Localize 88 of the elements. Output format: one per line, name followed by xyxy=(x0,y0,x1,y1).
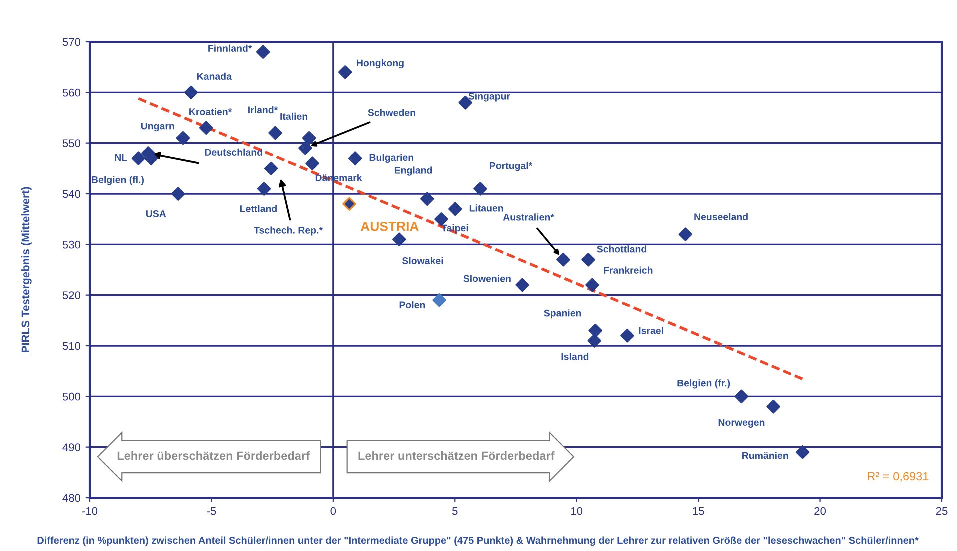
annotation: Schottland xyxy=(597,246,646,253)
annotation: Polen xyxy=(400,301,426,309)
annotation: Slowakei xyxy=(402,257,444,264)
annotation: Portugal* xyxy=(490,162,533,172)
point xyxy=(264,162,278,176)
y-tick-label: 500 xyxy=(62,392,81,401)
x-tick-label: -5 xyxy=(207,507,216,516)
y-tick-label: 550 xyxy=(62,140,81,148)
y-tick-label: 480 xyxy=(62,494,81,502)
point xyxy=(474,182,488,196)
x-tick-label: 5 xyxy=(452,507,458,516)
x-tick-label: 10 xyxy=(572,507,583,516)
point xyxy=(176,131,190,146)
annotation: Tschech. Rep.* xyxy=(254,226,323,236)
x-tick-label: 20 xyxy=(814,507,826,516)
point xyxy=(586,278,600,292)
point xyxy=(678,228,693,242)
annotation: Slowenien xyxy=(464,275,511,282)
y-axis-title: PIRLS Testergebnis (Mittelwert) xyxy=(21,187,32,352)
point xyxy=(432,294,446,308)
annotation: Kanada xyxy=(197,72,232,80)
annotation: Deutschland xyxy=(205,148,262,156)
annotation: AUSTRIA xyxy=(360,222,419,232)
x-tick-label: 15 xyxy=(693,507,704,516)
annotation: Finnland* xyxy=(208,44,252,52)
point xyxy=(434,212,448,226)
point xyxy=(298,142,312,156)
annotation: Island xyxy=(562,353,589,360)
point xyxy=(132,152,146,166)
point xyxy=(620,328,634,343)
annotation: Schweden xyxy=(368,109,416,116)
point xyxy=(338,66,352,80)
point xyxy=(342,197,356,212)
y-tick-label: 570 xyxy=(62,38,81,46)
x-tick-label: 0 xyxy=(330,507,336,516)
annotation: Hongkong xyxy=(357,60,404,69)
annotation: Neuseeland xyxy=(694,213,748,220)
point xyxy=(256,45,270,60)
annotation: Bulgarien xyxy=(370,154,414,164)
annotation: Norwegen xyxy=(718,419,765,428)
x-tick-label: 25 xyxy=(936,507,948,516)
point xyxy=(734,390,749,404)
x-tick-label: -10 xyxy=(82,507,98,516)
point xyxy=(348,152,362,166)
y-tick-label: 540 xyxy=(62,190,81,198)
annotation: USA xyxy=(146,210,166,218)
annotation: England xyxy=(394,166,432,176)
point xyxy=(796,446,810,460)
y-tick-label: 520 xyxy=(62,292,81,300)
point xyxy=(257,182,272,196)
annotation: Lehrer überschätzen Förderbedarf xyxy=(118,451,310,460)
point xyxy=(516,278,530,292)
annotation: Belgien (fl.) xyxy=(92,176,144,186)
annotation: Frankreich xyxy=(604,266,653,274)
point xyxy=(582,252,596,267)
point xyxy=(171,187,186,201)
annotation: Italien xyxy=(280,112,308,120)
point xyxy=(306,156,320,170)
point xyxy=(588,334,602,348)
annotation: Spanien xyxy=(544,310,582,319)
annotation: R² = 0,6931 xyxy=(868,472,929,482)
annotation: Israel xyxy=(639,327,664,334)
annotation: NL xyxy=(115,154,128,162)
point xyxy=(766,400,780,414)
y-tick-label: 510 xyxy=(62,342,81,350)
point xyxy=(392,232,406,246)
annotation: Kroatien* xyxy=(190,108,232,116)
point xyxy=(448,202,462,216)
annotation: Belgien (fr.) xyxy=(678,380,730,389)
annotation: Singapur xyxy=(468,92,510,102)
y-tick-label: 490 xyxy=(62,444,81,452)
annotation: Lehrer unterschätzen Förderbedarf xyxy=(358,451,555,460)
y-tick-label: 560 xyxy=(62,88,81,97)
annotation: Rumänien xyxy=(742,452,788,460)
point xyxy=(268,126,282,140)
point xyxy=(302,131,316,146)
point xyxy=(184,86,198,100)
point xyxy=(199,121,214,136)
point xyxy=(588,324,602,338)
annotation: Irland* xyxy=(248,106,278,114)
annotation: Australien* xyxy=(503,214,554,221)
x-axis-title: Differenz (in %punkten) zwischen Anteil Schüler/innen unter der "Intermediate Gruppe" (475 Punkte) & Wahrnehmung der Lehrer zur relativen Größe der "leseschwachen" Schüler/innen* xyxy=(38,536,919,546)
point xyxy=(556,252,570,267)
annotation: Lettland xyxy=(240,205,278,212)
y-tick-label: 530 xyxy=(62,240,81,249)
point xyxy=(420,192,434,206)
annotation: Ungarn xyxy=(141,122,174,132)
annotation: Litauen xyxy=(470,204,504,212)
